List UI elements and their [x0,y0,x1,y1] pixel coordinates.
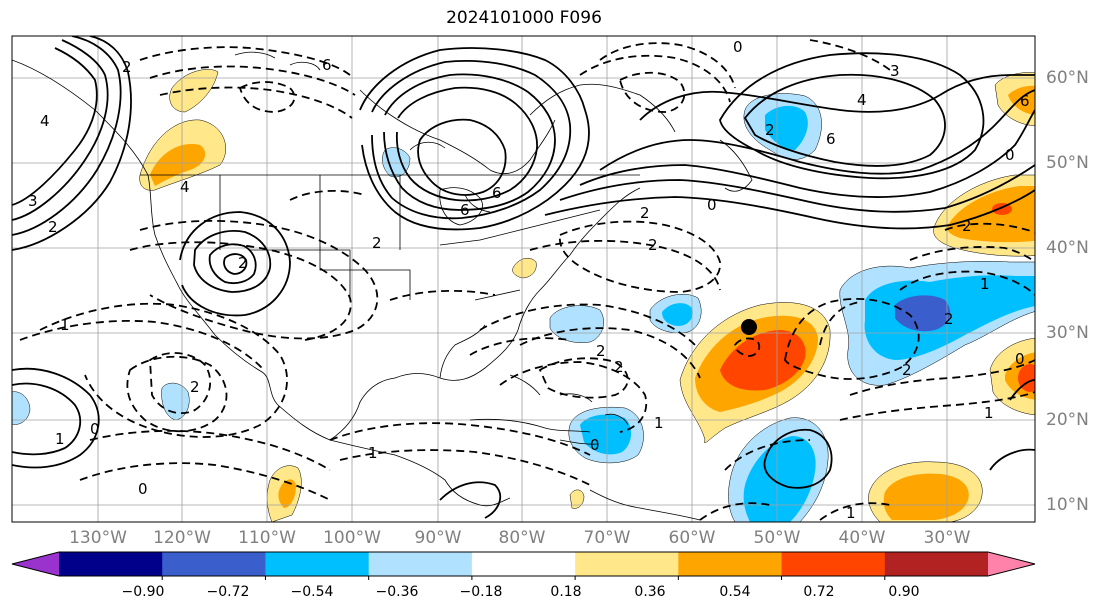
contour-label: 2 [614,358,624,376]
contour-label: 1 [846,504,856,522]
colorbar-segment [368,552,473,576]
contour-label: 1 [980,275,990,293]
contour-label: 1 [368,444,378,462]
contour-label: 2 [372,234,382,252]
contours-solid [12,36,1035,519]
contour-label: 2 [902,361,912,379]
colorbar-segment [59,552,163,576]
contour-label: 1 [55,430,65,448]
colorbar-under-extension [12,552,59,576]
contours-dashed [19,39,1035,521]
colorbar-segment [471,552,576,576]
contour-label: 6 [826,130,836,148]
contour-label: 4 [180,178,190,196]
colorbar-tick-label: 0.36 [634,584,666,600]
lon-label: 110°W [238,528,296,548]
contour-label: 3 [890,62,900,80]
contour-label: 0 [1015,350,1025,368]
map-title: 2024101000 F096 [446,8,602,28]
contour-labels: 2 4 3 2 6 4 6 2 2 0 6 3 4 6 2 0 2 2 1 0 … [28,38,1030,522]
contour-label: 4 [40,112,50,130]
colorbar-segment [678,552,783,576]
colorbar [11,551,1036,580]
colorbar-outline [11,551,1036,577]
lon-label: 100°W [323,528,381,548]
contour-label: 2 [944,310,954,328]
lon-label: 130°W [69,528,127,548]
lon-label: 50°W [753,528,801,548]
map-frame [11,35,1036,523]
contour-label: 2 [190,378,200,396]
graticule [12,36,1035,522]
colorbar-segment [162,552,266,576]
contour-label: 2 [48,218,58,236]
contour-label: 0 [90,420,100,438]
contour-label: 4 [857,91,867,109]
contour-label: 2 [648,236,658,254]
storm-center-dot [741,319,757,335]
contour-label: 0 [138,480,148,498]
contour-label: 3 [28,192,38,210]
contour-label: 0 [707,196,717,214]
lat-label: 40°N [1046,238,1089,258]
lat-label: 20°N [1046,410,1089,430]
colorbar-segment [265,552,370,576]
contour-label: 6 [322,56,332,74]
contour-label: 2 [640,204,650,222]
lat-label: 30°N [1046,323,1089,343]
contour-label: 0 [733,38,743,56]
contour-label: 2 [238,254,248,272]
contour-label: 1 [984,404,994,422]
colorbar-tick-label: −0.72 [206,584,250,600]
lon-label: 80°W [498,528,546,548]
colorbar-tick-label: −0.90 [121,584,165,600]
lon-label: 90°W [414,528,462,548]
shaded-anomalies [12,69,1035,522]
lon-label: 70°W [583,528,631,548]
colorbar-tick-label: 0.18 [550,584,582,600]
lat-label: 50°N [1046,153,1089,173]
colorbar-tick-label: 0.90 [888,584,920,600]
contour-label: 6 [1020,92,1030,110]
contour-label: 2 [765,121,775,139]
colorbar-tick-label: −0.36 [375,584,419,600]
lat-label: 60°N [1046,68,1089,88]
lon-label: 40°W [838,528,886,548]
contour-label: 6 [492,184,502,202]
lon-label: 30°W [923,528,971,548]
colorbar-segment [781,552,886,576]
contour-label: 2 [122,58,132,76]
contour-label: 6 [460,201,470,219]
lon-label: 60°W [668,528,716,548]
contour-label: 1 [60,316,70,334]
contour-label: 0 [1005,146,1015,164]
contour-label: 2 [962,217,972,235]
lat-label: 10°N [1046,495,1089,515]
colorbar-tick-label: −0.54 [290,584,334,600]
lon-label: 120°W [153,528,211,548]
colorbar-tick-label: −0.18 [459,584,503,600]
colorbar-tick-label: 0.72 [803,584,835,600]
colorbar-segment [884,552,989,576]
contour-label: 1 [654,414,664,432]
contour-label: 0 [590,436,600,454]
contour-label: 2 [596,342,606,360]
colorbar-segment [575,552,679,576]
colorbar-over-extension [988,552,1035,576]
colorbar-tick-label: 0.54 [719,584,751,600]
